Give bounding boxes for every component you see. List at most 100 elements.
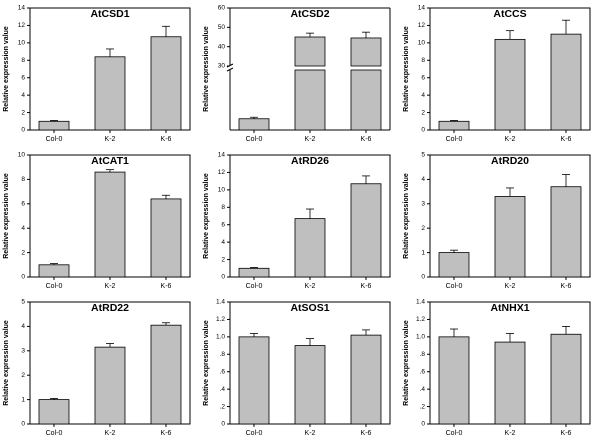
bar [150,324,182,425]
y-tick-label: 0 [421,274,425,281]
y-tick-label: 1.2 [416,316,425,323]
y-tick-label: 4 [221,239,225,246]
y-tick-label: 2 [21,109,25,116]
y-tick-label: 2 [421,225,425,232]
bar [350,183,382,278]
bar [350,37,382,67]
bar [150,198,182,278]
y-tick-label: 1.0 [416,334,425,341]
y-tick-label: 5 [421,152,425,159]
x-tick-label: K-2 [105,283,116,290]
x-tick-label: Col-0 [446,283,463,290]
y-tick-label: 1 [21,396,25,403]
bar [294,345,326,425]
y-axis-label: Relative expression value [3,173,10,259]
x-tick-label: Col-0 [46,430,63,437]
chart-title: AtCSD1 [90,8,129,20]
y-tick-label: 6 [421,74,425,81]
bar [294,218,326,278]
y-tick-label: 60 [218,5,226,12]
x-tick-label: K-6 [161,430,172,437]
bar [294,36,326,67]
x-tick-label: Col-0 [246,283,263,290]
bar [38,120,70,131]
y-tick-label: 3 [421,201,425,208]
y-tick-label: 1.4 [416,299,425,306]
bar [438,252,470,278]
y-tick-label: 4 [421,92,425,99]
x-tick-label: K-6 [361,430,372,437]
x-tick-label: K-2 [505,283,516,290]
bar [238,267,270,278]
chart-title: AtCSD2 [290,8,329,20]
y-tick-label: 0 [221,274,225,281]
y-tick-label: 4 [21,225,25,232]
y-tick-label: 6 [21,74,25,81]
y-axis-label: Relative expression value [203,173,210,259]
y-tick-label: 12 [418,22,426,29]
y-tick-label: 2 [221,256,225,263]
y-tick-label: 4 [421,176,425,183]
y-tick-label: .4 [420,386,426,393]
y-tick-label: 0 [421,127,425,134]
y-tick-label: 0 [21,127,25,134]
y-axis-label: Relative expression value [203,320,210,406]
bar [438,336,470,425]
bar [494,341,526,425]
y-tick-label: 8 [221,204,225,211]
chart-title: AtSOS1 [290,302,329,314]
y-tick-label: .2 [420,403,426,410]
y-tick-label: 4 [21,323,25,330]
y-tick-label: 2 [21,249,25,256]
bar [94,171,126,278]
y-tick-label: 14 [418,5,426,12]
x-tick-label: K-6 [561,283,572,290]
bar [38,264,70,278]
axis-break-mark [226,67,234,72]
bar-lower-segment [294,69,326,131]
y-tick-label: 0 [21,421,25,428]
chart-title: AtRD20 [491,155,529,167]
y-tick-label: 10 [18,152,26,159]
y-axis-label: Relative expression value [403,173,410,259]
bar [438,120,470,131]
y-axis-label: Relative expression value [403,26,410,112]
bar [550,33,582,131]
bar-lower-segment [350,69,382,131]
x-tick-label: K-6 [161,283,172,290]
y-tick-label: 1.2 [216,316,225,323]
x-tick-label: K-2 [105,430,116,437]
x-tick-label: Col-0 [246,430,263,437]
y-tick-label: 6 [21,201,25,208]
y-tick-label: 10 [418,40,426,47]
bar [550,333,582,425]
x-tick-label: K-6 [161,136,172,143]
y-tick-label: .6 [220,368,226,375]
x-tick-label: Col-0 [46,283,63,290]
bar [238,336,270,425]
y-tick-label: 14 [18,5,26,12]
y-axis-label: Relative expression value [3,320,10,406]
chart-title: AtNHX1 [490,302,529,314]
y-axis-label: Relative expression value [403,320,410,406]
x-tick-label: Col-0 [446,136,463,143]
y-tick-label: 4 [21,92,25,99]
bar [494,38,526,131]
y-tick-label: 1.0 [216,334,225,341]
y-axis-label: Relative expression value [3,26,10,112]
y-tick-label: 1.4 [216,299,225,306]
bar [238,118,270,131]
bar [350,334,382,425]
y-tick-label: 0 [221,421,225,428]
y-tick-label: 8 [21,176,25,183]
y-tick-label: 1 [421,249,425,256]
bar [494,196,526,278]
chart-title: AtCAT1 [91,155,129,167]
y-tick-label: 12 [218,169,226,176]
x-tick-label: K-2 [505,430,516,437]
chart-title: AtRD26 [291,155,329,167]
y-tick-label: 8 [421,57,425,64]
y-tick-label: 0 [21,274,25,281]
y-tick-label: 0 [421,421,425,428]
